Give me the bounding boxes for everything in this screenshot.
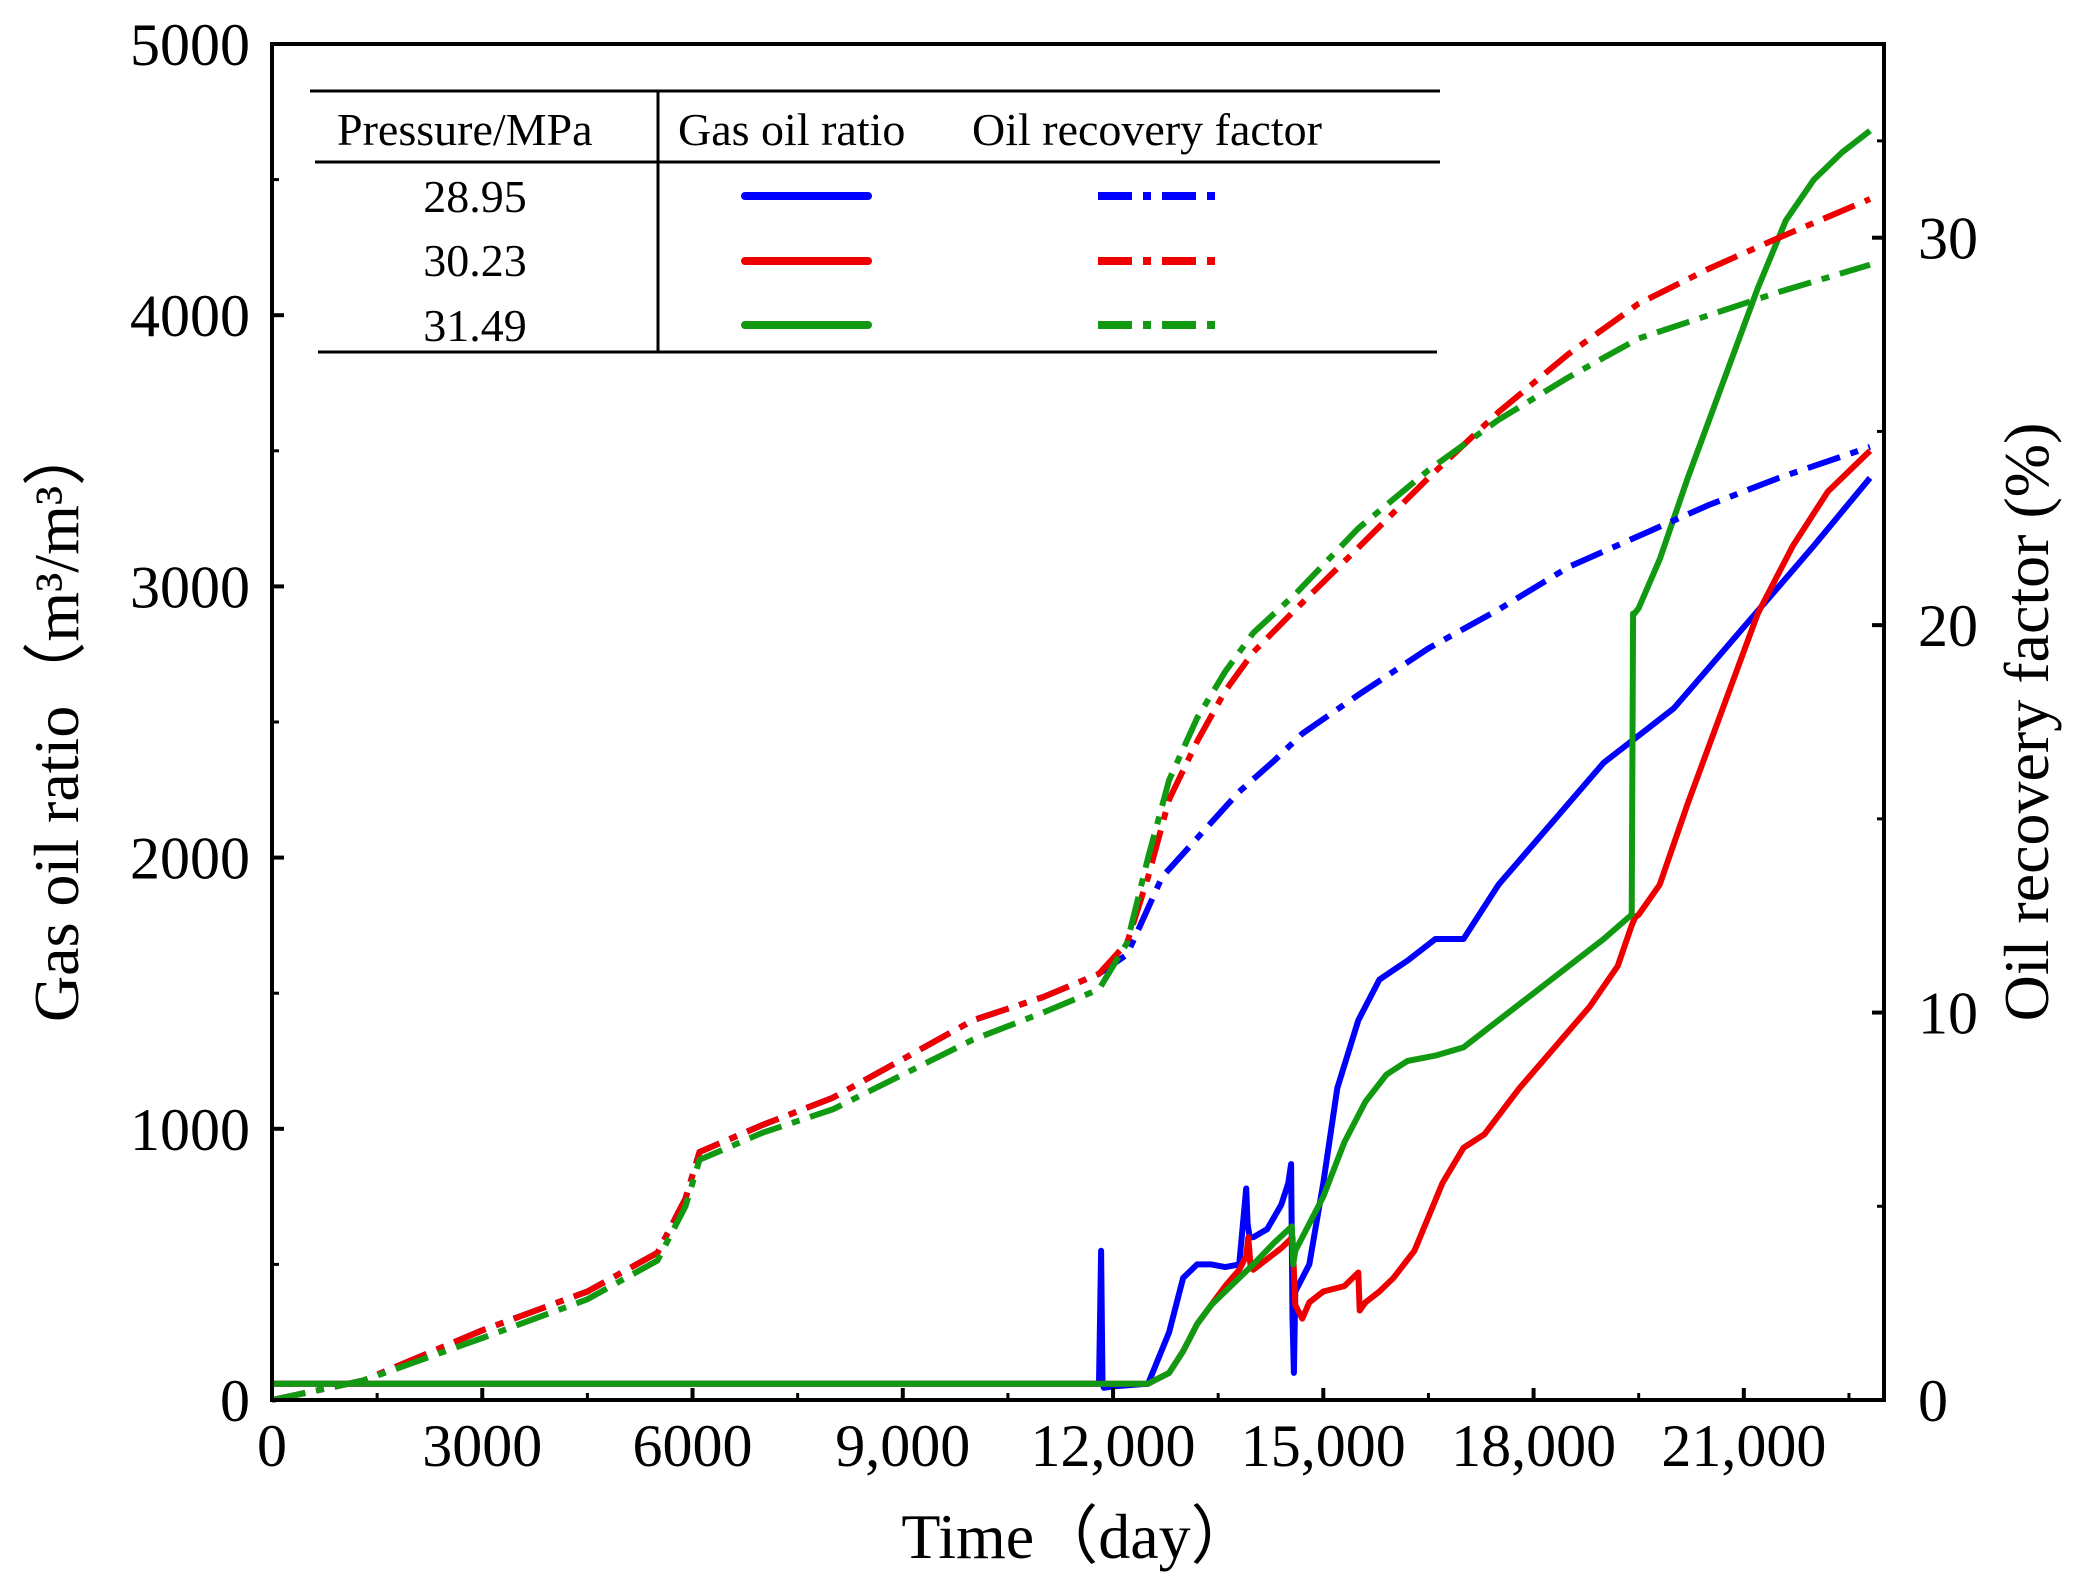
series-line-3: [272, 128, 1872, 1387]
x-tick-label-5: 15,000: [1241, 1413, 1406, 1479]
series-layer: [271, 128, 1873, 1403]
y-left-tick-label-2: 2000: [130, 826, 250, 892]
legend-header-recovery: Oil recovery factor: [972, 104, 1322, 155]
y-right-tick-label-3: 30: [1918, 206, 1978, 272]
ticks-layer: 0 3000 6000 9,000 12,000 15,000 18,000 21,000 0 1…: [130, 12, 1978, 1479]
y-right-axis-title: Oil recovery factor (%): [1991, 423, 2062, 1022]
x-tick-label-2: 6000: [633, 1413, 753, 1479]
series-line-6: [271, 261, 1871, 1403]
x-tick-label-1: 3000: [422, 1413, 542, 1479]
legend-header-pressure: Pressure/MPa: [337, 104, 593, 155]
legend: Pressure/MPa Gas oil ratio Oil recovery …: [310, 89, 1440, 354]
y-left-tick-label-3: 3000: [130, 554, 250, 620]
x-axis-title: Time（day）: [901, 1501, 1254, 1572]
x-tick-label-3: 9,000: [835, 1413, 970, 1479]
legend-pressure-3: 31.49: [423, 300, 527, 351]
y-left-tick-label-5: 5000: [130, 12, 250, 78]
y-left-tick-label-4: 4000: [130, 283, 250, 349]
legend-header-gor: Gas oil ratio: [678, 104, 905, 155]
x-tick-label-6: 18,000: [1451, 1413, 1616, 1479]
y-left-tick-label-1: 1000: [130, 1097, 250, 1163]
y-right-tick-label-2: 20: [1918, 593, 1978, 659]
y-left-tick-label-0: 0: [220, 1368, 250, 1434]
y-right-tick-label-0: 0: [1918, 1368, 1948, 1434]
legend-pressure-2: 30.23: [423, 235, 527, 286]
x-tick-label-4: 12,000: [1031, 1413, 1196, 1479]
x-tick-label-7: 21,000: [1661, 1413, 1826, 1479]
y-left-axis-title: Gas oil ratio（m³/m³）: [21, 422, 92, 1022]
series-line-1: [272, 475, 1873, 1391]
x-tick-label-0: 0: [257, 1413, 287, 1479]
series-line-2: [272, 448, 1873, 1387]
y-right-tick-label-1: 10: [1918, 981, 1978, 1047]
legend-pressure-1: 28.95: [423, 171, 527, 222]
